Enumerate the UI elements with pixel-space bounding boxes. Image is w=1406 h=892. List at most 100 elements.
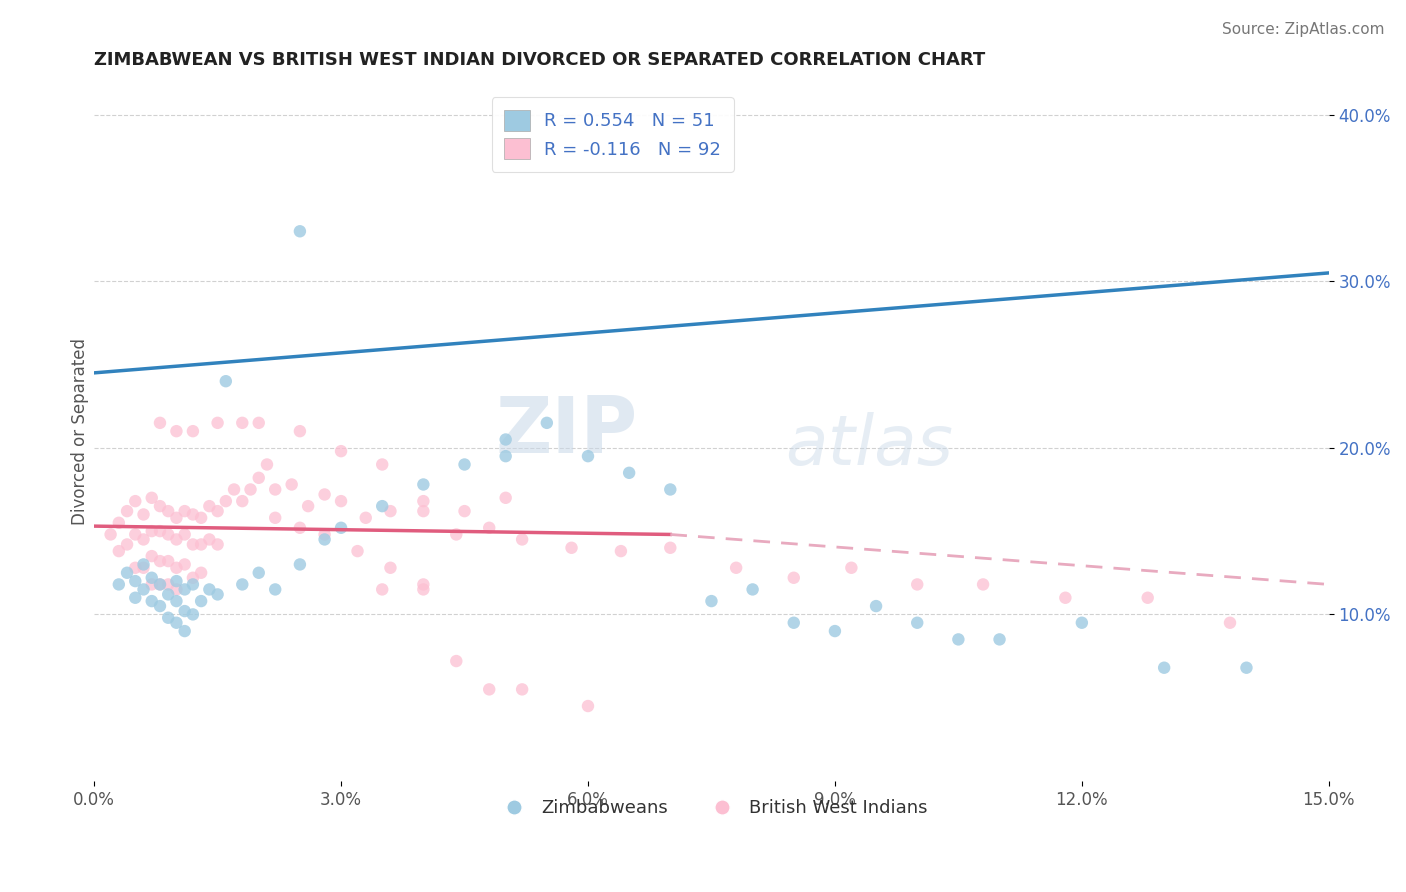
Point: [288, 224, 311, 238]
Point: [478, 521, 501, 535]
Point: [247, 416, 270, 430]
Text: Source: ZipAtlas.com: Source: ZipAtlas.com: [1222, 22, 1385, 37]
Point: [371, 499, 394, 513]
Point: [346, 544, 368, 558]
Point: [988, 632, 1011, 647]
Point: [149, 499, 172, 513]
Point: [264, 582, 287, 597]
Point: [330, 444, 353, 458]
Point: [453, 458, 475, 472]
Point: [190, 537, 212, 551]
Point: [725, 561, 748, 575]
Point: [576, 449, 599, 463]
Point: [288, 558, 311, 572]
Point: [453, 504, 475, 518]
Point: [1236, 661, 1258, 675]
Point: [330, 521, 353, 535]
Point: [115, 537, 138, 551]
Point: [905, 577, 928, 591]
Point: [354, 510, 377, 524]
Point: [1070, 615, 1092, 630]
Point: [905, 615, 928, 630]
Point: [659, 541, 682, 555]
Point: [157, 587, 180, 601]
Point: [198, 499, 221, 513]
Point: [124, 494, 146, 508]
Point: [165, 561, 187, 575]
Point: [264, 483, 287, 497]
Point: [181, 607, 204, 622]
Point: [190, 566, 212, 580]
Point: [207, 587, 229, 601]
Point: [173, 624, 195, 638]
Point: [314, 533, 336, 547]
Point: [659, 483, 682, 497]
Point: [560, 541, 582, 555]
Point: [948, 632, 970, 647]
Point: [222, 483, 245, 497]
Point: [198, 582, 221, 597]
Point: [576, 699, 599, 714]
Point: [247, 566, 270, 580]
Point: [412, 504, 434, 518]
Point: [149, 554, 172, 568]
Legend: Zimbabweans, British West Indians: Zimbabweans, British West Indians: [488, 792, 935, 824]
Point: [446, 527, 468, 541]
Point: [231, 416, 253, 430]
Point: [446, 654, 468, 668]
Point: [380, 561, 402, 575]
Point: [314, 527, 336, 541]
Point: [149, 524, 172, 538]
Point: [412, 577, 434, 591]
Point: [207, 504, 229, 518]
Point: [181, 508, 204, 522]
Point: [149, 577, 172, 591]
Text: ZIMBABWEAN VS BRITISH WEST INDIAN DIVORCED OR SEPARATED CORRELATION CHART: ZIMBABWEAN VS BRITISH WEST INDIAN DIVORC…: [94, 51, 986, 69]
Point: [173, 558, 195, 572]
Point: [510, 533, 533, 547]
Point: [215, 374, 238, 388]
Point: [610, 544, 633, 558]
Point: [536, 416, 558, 430]
Point: [783, 615, 806, 630]
Point: [198, 533, 221, 547]
Point: [239, 483, 262, 497]
Point: [173, 604, 195, 618]
Point: [297, 499, 319, 513]
Point: [165, 574, 187, 588]
Text: ZIP: ZIP: [495, 393, 637, 469]
Point: [132, 508, 155, 522]
Point: [141, 571, 163, 585]
Point: [617, 466, 640, 480]
Point: [173, 504, 195, 518]
Point: [190, 594, 212, 608]
Point: [181, 424, 204, 438]
Point: [157, 504, 180, 518]
Text: atlas: atlas: [786, 412, 953, 479]
Point: [141, 491, 163, 505]
Point: [124, 561, 146, 575]
Point: [371, 458, 394, 472]
Point: [132, 561, 155, 575]
Point: [124, 574, 146, 588]
Point: [841, 561, 863, 575]
Point: [495, 491, 517, 505]
Point: [157, 527, 180, 541]
Point: [190, 510, 212, 524]
Point: [141, 549, 163, 563]
Point: [288, 521, 311, 535]
Point: [380, 504, 402, 518]
Point: [865, 599, 887, 613]
Point: [280, 477, 302, 491]
Point: [165, 594, 187, 608]
Point: [149, 577, 172, 591]
Point: [330, 494, 353, 508]
Point: [288, 424, 311, 438]
Point: [173, 527, 195, 541]
Point: [132, 558, 155, 572]
Point: [173, 582, 195, 597]
Point: [700, 594, 723, 608]
Point: [495, 433, 517, 447]
Point: [115, 566, 138, 580]
Point: [1219, 615, 1241, 630]
